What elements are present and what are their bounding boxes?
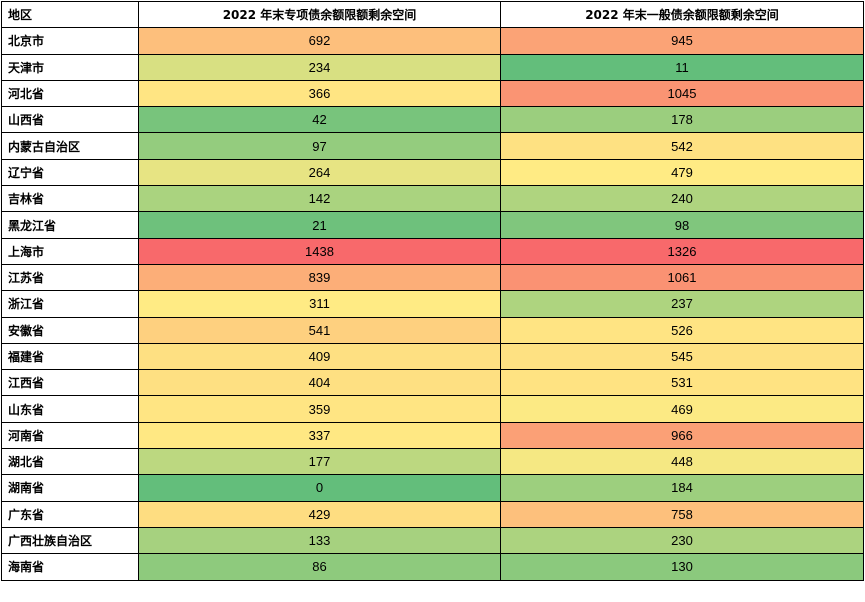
table-row: 天津市 234 11 xyxy=(1,53,864,81)
region-cell: 广东省 xyxy=(1,500,139,528)
table-row: 吉林省 142 240 xyxy=(1,185,864,213)
debt-space-table: 地区 2022 年末专项债余额限额剩余空间 2022 年末一般债余额限额剩余空间… xyxy=(1,0,864,581)
general-debt-cell: 240 xyxy=(500,185,864,213)
special-debt-cell: 692 xyxy=(138,27,501,55)
table-row: 湖南省 0 184 xyxy=(1,474,864,502)
general-debt-cell: 479 xyxy=(500,158,864,187)
general-debt-cell: 230 xyxy=(500,526,864,555)
header-region: 地区 xyxy=(1,0,139,29)
special-debt-cell: 0 xyxy=(138,474,501,502)
region-cell: 山西省 xyxy=(1,106,139,134)
region-cell: 河北省 xyxy=(1,79,139,108)
table-row: 上海市 1438 1326 xyxy=(1,237,864,265)
region-cell: 内蒙古自治区 xyxy=(1,132,139,160)
table-row: 江西省 404 531 xyxy=(1,369,864,397)
general-debt-cell: 11 xyxy=(500,53,864,81)
special-debt-cell: 541 xyxy=(138,316,501,344)
general-debt-cell: 1326 xyxy=(500,237,864,265)
region-cell: 辽宁省 xyxy=(1,158,139,187)
region-cell: 江西省 xyxy=(1,369,139,397)
header-general-debt: 2022 年末一般债余额限额剩余空间 xyxy=(500,0,864,29)
region-cell: 湖南省 xyxy=(1,474,139,502)
special-debt-cell: 366 xyxy=(138,79,501,108)
special-debt-cell: 404 xyxy=(138,369,501,397)
special-debt-cell: 177 xyxy=(138,448,501,476)
region-cell: 河南省 xyxy=(1,421,139,450)
table-row: 山西省 42 178 xyxy=(1,106,864,134)
general-debt-cell: 526 xyxy=(500,316,864,344)
special-debt-cell: 21 xyxy=(138,211,501,239)
special-debt-cell: 429 xyxy=(138,500,501,528)
special-debt-cell: 264 xyxy=(138,158,501,187)
region-cell: 黑龙江省 xyxy=(1,211,139,239)
table-row: 河北省 366 1045 xyxy=(1,79,864,108)
region-cell: 海南省 xyxy=(1,553,139,581)
special-debt-cell: 409 xyxy=(138,342,501,371)
special-debt-cell: 234 xyxy=(138,53,501,81)
table-row: 北京市 692 945 xyxy=(1,27,864,55)
region-cell: 湖北省 xyxy=(1,448,139,476)
table-row: 安徽省 541 526 xyxy=(1,316,864,344)
special-debt-cell: 839 xyxy=(138,263,501,292)
general-debt-cell: 545 xyxy=(500,342,864,371)
special-debt-cell: 359 xyxy=(138,395,501,423)
table-row: 山东省 359 469 xyxy=(1,395,864,423)
general-debt-cell: 184 xyxy=(500,474,864,502)
region-cell: 浙江省 xyxy=(1,290,139,318)
special-debt-cell: 42 xyxy=(138,106,501,134)
general-debt-cell: 448 xyxy=(500,448,864,476)
region-cell: 江苏省 xyxy=(1,263,139,292)
general-debt-cell: 758 xyxy=(500,500,864,528)
general-debt-cell: 966 xyxy=(500,421,864,450)
table-row: 辽宁省 264 479 xyxy=(1,158,864,187)
special-debt-cell: 1438 xyxy=(138,237,501,265)
table-row: 黑龙江省 21 98 xyxy=(1,211,864,239)
special-debt-cell: 86 xyxy=(138,553,501,581)
region-cell: 广西壮族自治区 xyxy=(1,526,139,555)
table-row: 江苏省 839 1061 xyxy=(1,263,864,292)
table-row: 河南省 337 966 xyxy=(1,421,864,450)
region-cell: 安徽省 xyxy=(1,316,139,344)
table-row: 福建省 409 545 xyxy=(1,342,864,371)
table-row: 广西壮族自治区 133 230 xyxy=(1,526,864,555)
table-row: 海南省 86 130 xyxy=(1,553,864,581)
table-row: 广东省 429 758 xyxy=(1,500,864,528)
special-debt-cell: 142 xyxy=(138,185,501,213)
region-cell: 福建省 xyxy=(1,342,139,371)
table-row: 浙江省 311 237 xyxy=(1,290,864,318)
table-row: 内蒙古自治区 97 542 xyxy=(1,132,864,160)
region-cell: 吉林省 xyxy=(1,185,139,213)
special-debt-cell: 133 xyxy=(138,526,501,555)
general-debt-cell: 469 xyxy=(500,395,864,423)
region-cell: 上海市 xyxy=(1,237,139,265)
special-debt-cell: 337 xyxy=(138,421,501,450)
region-cell: 北京市 xyxy=(1,27,139,55)
general-debt-cell: 98 xyxy=(500,211,864,239)
region-cell: 天津市 xyxy=(1,53,139,81)
table-body: 北京市 692 945 天津市 234 11 河北省 366 1045 山西省 42 178 内蒙古自治… xyxy=(1,27,864,581)
special-debt-cell: 311 xyxy=(138,290,501,318)
header-special-debt: 2022 年末专项债余额限额剩余空间 xyxy=(138,0,501,29)
general-debt-cell: 178 xyxy=(500,106,864,134)
general-debt-cell: 945 xyxy=(500,27,864,55)
general-debt-cell: 1061 xyxy=(500,263,864,292)
general-debt-cell: 1045 xyxy=(500,79,864,108)
special-debt-cell: 97 xyxy=(138,132,501,160)
general-debt-cell: 130 xyxy=(500,553,864,581)
general-debt-cell: 237 xyxy=(500,290,864,318)
general-debt-cell: 542 xyxy=(500,132,864,160)
table-row: 湖北省 177 448 xyxy=(1,448,864,476)
general-debt-cell: 531 xyxy=(500,369,864,397)
region-cell: 山东省 xyxy=(1,395,139,423)
header-row: 地区 2022 年末专项债余额限额剩余空间 2022 年末一般债余额限额剩余空间 xyxy=(1,0,864,29)
